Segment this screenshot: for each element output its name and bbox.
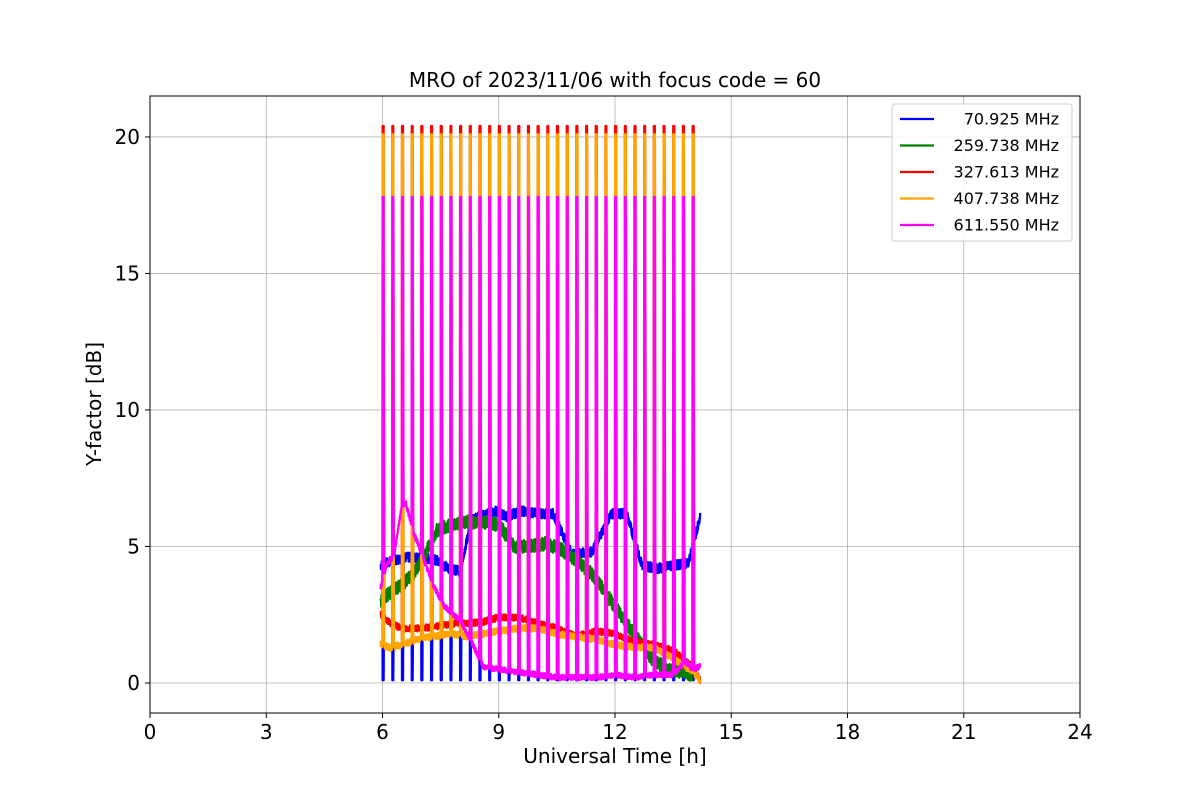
x-tick-label: 6	[376, 720, 389, 744]
legend-label: 611.550 MHz	[954, 216, 1059, 235]
series-line	[379, 505, 702, 682]
chart-title: MRO of 2023/11/06 with focus code = 60	[409, 68, 821, 92]
legend-label: 407.738 MHz	[954, 189, 1059, 208]
x-tick-label: 15	[719, 720, 744, 744]
y-tick-label: 20	[115, 125, 140, 149]
y-axis-label: Y-factor [dB]	[82, 342, 106, 467]
legend-label: 259.738 MHz	[954, 136, 1059, 155]
legend: 70.925 MHz 259.738 MHz 327.613 MHz 407.738 …	[891, 103, 1073, 242]
x-tick-label: 24	[1067, 720, 1092, 744]
y-tick-label: 15	[115, 261, 140, 285]
x-axis-label: Universal Time [h]	[523, 744, 706, 768]
x-tick-label: 12	[602, 720, 627, 744]
y-tick-label: 0	[127, 671, 140, 695]
legend-label: 327.613 MHz	[954, 163, 1059, 182]
x-tick-label: 3	[260, 720, 273, 744]
series-3	[379, 133, 702, 684]
x-tick-label: 9	[492, 720, 505, 744]
series-line	[379, 133, 702, 684]
series-0	[379, 505, 702, 682]
series-line	[379, 195, 702, 682]
series-4	[379, 195, 702, 682]
y-tick-label: 5	[127, 534, 140, 558]
legend-label: 70.925 MHz	[964, 110, 1059, 129]
y-tick-label: 10	[115, 398, 140, 422]
x-tick-label: 0	[144, 720, 157, 744]
legend-box	[891, 103, 1073, 242]
x-tick-label: 21	[951, 720, 976, 744]
x-tick-label: 18	[835, 720, 860, 744]
